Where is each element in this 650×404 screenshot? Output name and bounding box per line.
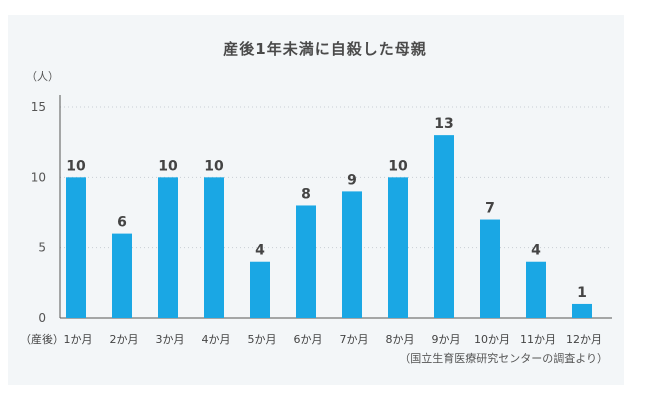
- bar: [204, 177, 224, 318]
- x-tick-label: 5か月: [248, 333, 277, 346]
- bar: [342, 191, 362, 318]
- bar-value-label: 10: [388, 158, 408, 174]
- chart-title: 産後1年未満に自殺した母親: [223, 40, 427, 58]
- bar: [296, 205, 316, 318]
- bar-value-label: 6: [117, 215, 127, 231]
- chart-panel: [8, 15, 624, 385]
- x-tick-label: 8か月: [386, 333, 415, 346]
- bar: [158, 177, 178, 318]
- x-tick-label: 4か月: [202, 333, 231, 346]
- bar-value-label: 13: [434, 116, 453, 132]
- bar-value-label: 1: [577, 285, 587, 301]
- bar-value-label: 4: [531, 243, 541, 259]
- x-tick-label: 2か月: [110, 333, 139, 346]
- bar: [526, 261, 546, 318]
- source-note: （国立生育医療研究センターの調査より）: [399, 351, 608, 365]
- y-tick-label: 10: [31, 170, 46, 184]
- x-tick-label: 9か月: [432, 333, 461, 346]
- bar-value-label: 4: [255, 243, 265, 259]
- bar-value-label: 7: [485, 201, 495, 217]
- y-tick-label: 0: [38, 311, 46, 325]
- x-tick-label: 3か月: [156, 333, 185, 346]
- x-tick-label: 11か月: [520, 333, 556, 346]
- x-tick-label: 7か月: [340, 333, 369, 346]
- bar-value-label: 10: [158, 158, 178, 174]
- x-tick-label: 1か月: [64, 333, 93, 346]
- bar: [388, 177, 408, 318]
- y-tick-label: 5: [38, 241, 46, 255]
- x-tick-label: 12か月: [566, 333, 602, 346]
- y-tick-label: 15: [31, 100, 46, 114]
- x-tick-label: 6か月: [294, 333, 323, 346]
- bar-value-label: 9: [347, 172, 357, 188]
- bar: [480, 219, 500, 318]
- bar-value-label: 10: [66, 158, 86, 174]
- bar: [66, 177, 86, 318]
- bar: [112, 233, 132, 318]
- x-tick-label: 10か月: [474, 333, 510, 346]
- bar: [250, 261, 270, 318]
- bar-value-label: 10: [204, 158, 224, 174]
- x-axis-prefix-label: （産後）: [20, 332, 64, 346]
- bar: [572, 303, 592, 318]
- bar-value-label: 8: [301, 186, 311, 202]
- y-axis-unit-label: （人）: [26, 70, 59, 83]
- bar: [434, 135, 454, 318]
